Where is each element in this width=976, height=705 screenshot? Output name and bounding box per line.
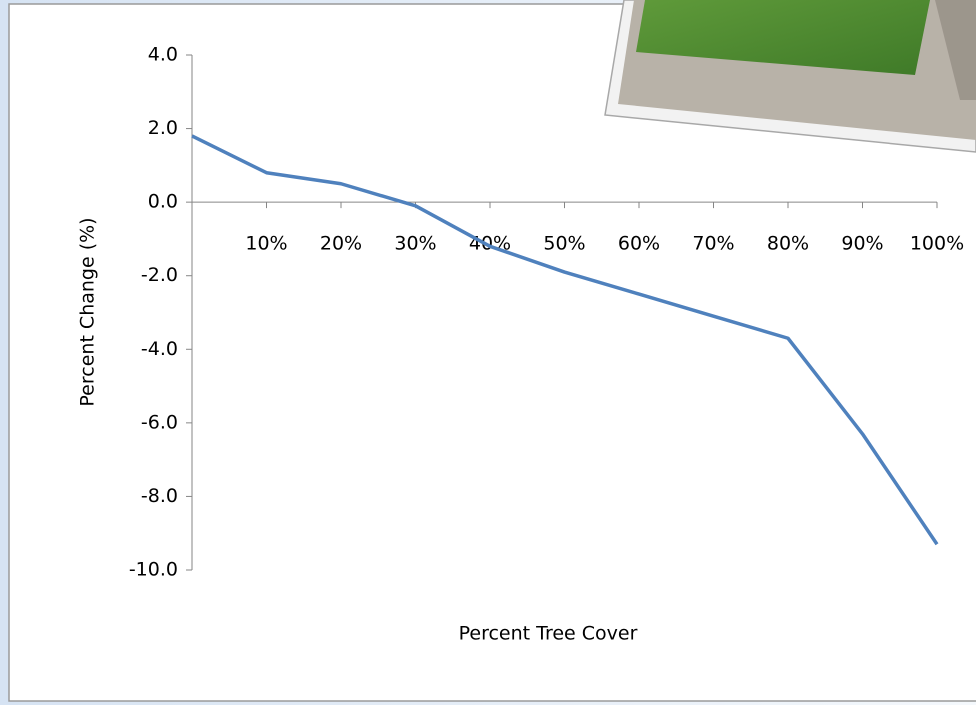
y-tick-label: -6.0: [141, 411, 178, 433]
x-tick-label: 80%: [767, 233, 809, 255]
x-tick-label: 10%: [245, 233, 287, 255]
photo: [604, 0, 976, 153]
y-tick-label: -10.0: [129, 559, 178, 581]
x-tick-label: 100%: [910, 233, 964, 255]
x-axis-title: Percent Tree Cover: [459, 623, 638, 645]
x-tick-label: 50%: [543, 233, 585, 255]
x-tick-label: 90%: [841, 233, 883, 255]
x-tick-label: 60%: [618, 233, 660, 255]
y-tick-label: -8.0: [141, 485, 178, 507]
x-tick-label: 70%: [692, 233, 734, 255]
y-tick-label: 0.0: [148, 191, 178, 213]
data-line: [191, 134, 939, 546]
y-tick-label: 4.0: [148, 44, 178, 66]
x-tick-label: 30%: [394, 233, 436, 255]
y-tick-label: -2.0: [141, 264, 178, 286]
y-tick-label: 2.0: [148, 117, 178, 139]
y-axis-title: Percent Change (%): [77, 217, 99, 406]
y-tick-label: -4.0: [141, 338, 178, 360]
x-tick-label: 20%: [320, 233, 362, 255]
